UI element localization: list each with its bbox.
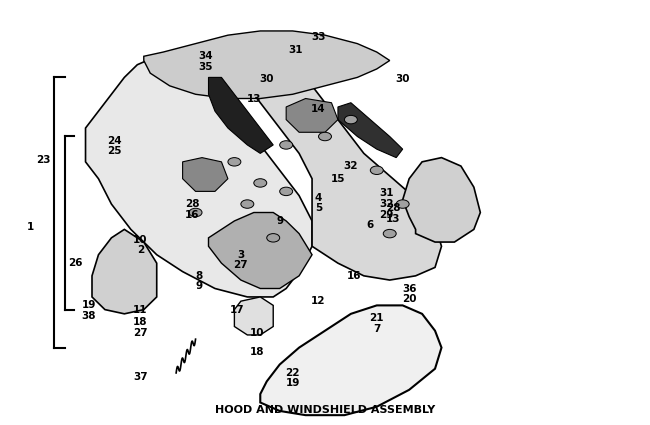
Text: 33: 33 xyxy=(311,32,326,42)
Text: 18: 18 xyxy=(133,317,148,327)
Circle shape xyxy=(370,166,383,175)
Circle shape xyxy=(254,179,266,187)
Circle shape xyxy=(189,208,202,217)
Text: 27: 27 xyxy=(133,328,148,338)
Text: 9: 9 xyxy=(276,216,283,226)
Text: 27: 27 xyxy=(233,260,248,270)
Circle shape xyxy=(280,141,292,149)
Polygon shape xyxy=(183,158,228,191)
Text: 12: 12 xyxy=(311,296,326,306)
Polygon shape xyxy=(209,77,273,153)
Text: 35: 35 xyxy=(198,62,213,72)
Polygon shape xyxy=(86,56,312,297)
Text: 6: 6 xyxy=(367,220,374,230)
Circle shape xyxy=(280,187,292,196)
Text: 5: 5 xyxy=(315,203,322,213)
Circle shape xyxy=(318,132,332,141)
Text: 13: 13 xyxy=(246,94,261,104)
Text: 10: 10 xyxy=(133,235,148,245)
Text: 20: 20 xyxy=(402,294,417,304)
Text: 36: 36 xyxy=(402,283,417,294)
Circle shape xyxy=(241,200,254,208)
Text: 10: 10 xyxy=(250,328,265,338)
Text: 32: 32 xyxy=(344,161,358,171)
Text: 31: 31 xyxy=(379,189,394,198)
Text: 23: 23 xyxy=(36,155,51,165)
Polygon shape xyxy=(402,158,480,242)
Circle shape xyxy=(384,230,396,238)
Text: 17: 17 xyxy=(230,305,245,314)
Text: 30: 30 xyxy=(259,74,274,85)
Text: 8: 8 xyxy=(195,271,202,281)
Circle shape xyxy=(266,234,280,242)
Text: 24: 24 xyxy=(107,136,122,146)
Circle shape xyxy=(228,158,241,166)
Text: 21: 21 xyxy=(370,313,384,323)
Polygon shape xyxy=(144,31,390,99)
Polygon shape xyxy=(92,230,157,314)
Text: 34: 34 xyxy=(198,51,213,61)
Text: 2: 2 xyxy=(137,246,144,255)
Text: 11: 11 xyxy=(133,305,148,314)
Text: 28: 28 xyxy=(385,203,400,213)
Circle shape xyxy=(396,200,409,208)
Text: 32: 32 xyxy=(379,199,394,209)
Text: 14: 14 xyxy=(311,104,326,114)
Text: 1: 1 xyxy=(27,222,34,232)
Text: 4: 4 xyxy=(315,193,322,203)
Text: 19: 19 xyxy=(285,379,300,388)
Text: 16: 16 xyxy=(185,210,200,220)
Polygon shape xyxy=(286,99,338,132)
Text: 16: 16 xyxy=(347,271,361,281)
Text: 22: 22 xyxy=(285,368,300,378)
Text: 9: 9 xyxy=(195,281,202,292)
Text: 37: 37 xyxy=(133,372,148,382)
Text: 38: 38 xyxy=(81,311,96,321)
Text: 31: 31 xyxy=(289,45,303,55)
Text: 26: 26 xyxy=(68,258,83,268)
Text: 3: 3 xyxy=(237,250,244,260)
Text: 30: 30 xyxy=(395,74,410,85)
Polygon shape xyxy=(248,52,441,280)
Polygon shape xyxy=(338,103,402,158)
Text: 13: 13 xyxy=(385,214,400,224)
Text: 29: 29 xyxy=(380,210,394,220)
Polygon shape xyxy=(209,212,312,289)
Text: 25: 25 xyxy=(107,146,122,156)
Text: 15: 15 xyxy=(331,174,345,184)
Polygon shape xyxy=(260,306,441,415)
Text: HOOD AND WINDSHIELD ASSEMBLY: HOOD AND WINDSHIELD ASSEMBLY xyxy=(215,405,435,415)
Text: 18: 18 xyxy=(250,347,265,357)
Polygon shape xyxy=(235,297,273,335)
Circle shape xyxy=(344,116,358,124)
Text: 19: 19 xyxy=(82,300,96,310)
Text: 28: 28 xyxy=(185,199,200,209)
Text: 7: 7 xyxy=(373,323,380,334)
